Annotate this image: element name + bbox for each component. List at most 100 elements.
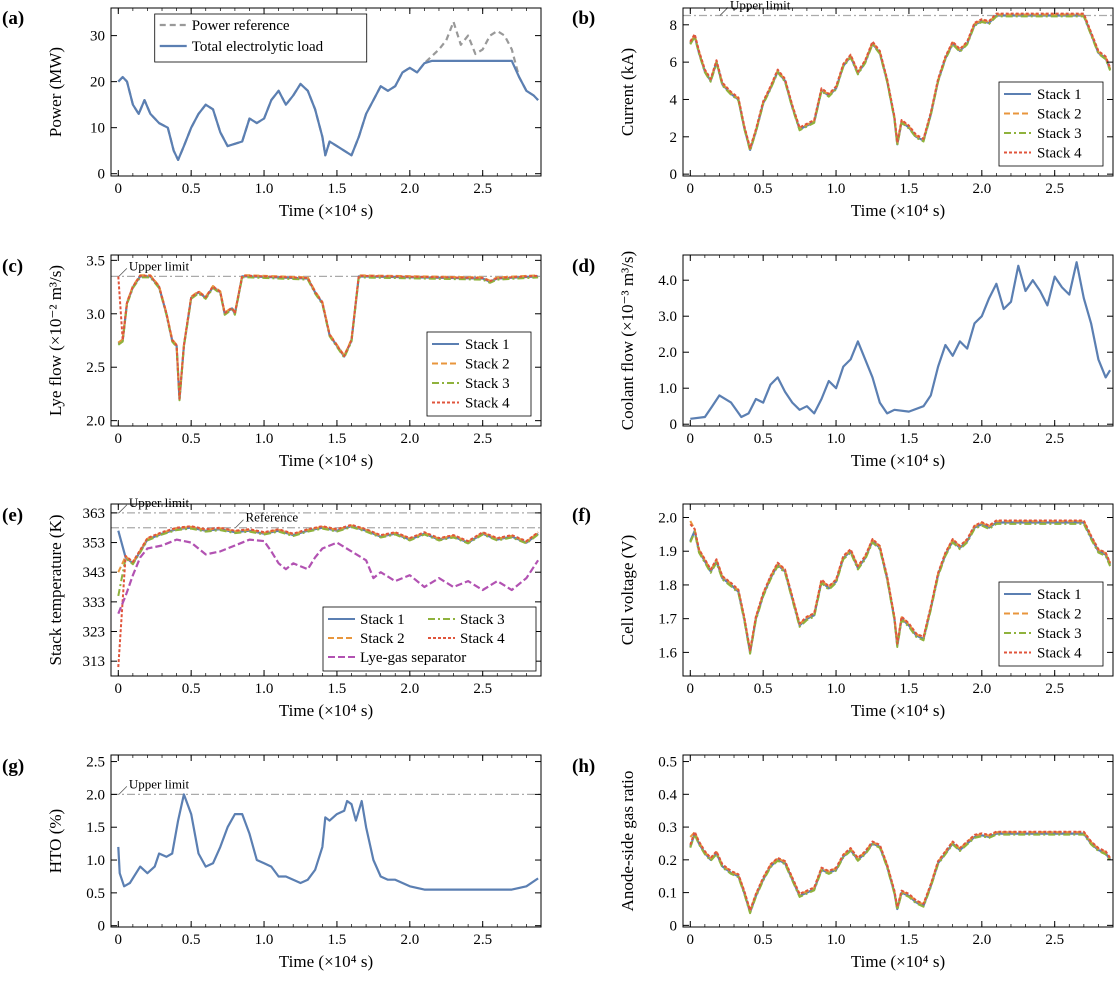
y-tick-label: 0 bbox=[670, 918, 678, 934]
y-tick-label: 2.5 bbox=[86, 360, 105, 376]
limit-label: Upper limit bbox=[129, 495, 190, 510]
y-axis-label: Cell voltage (V) bbox=[618, 535, 637, 645]
x-tick-label: 1.0 bbox=[827, 181, 846, 197]
legend-label: Stack 2 bbox=[360, 631, 405, 647]
series-line bbox=[689, 519, 1112, 652]
y-tick-label: 323 bbox=[83, 625, 106, 641]
legend-label: Stack 1 bbox=[1037, 87, 1082, 103]
x-tick-label: 0.5 bbox=[754, 681, 773, 697]
limit-leader bbox=[118, 268, 128, 277]
x-tick-label: 0.5 bbox=[754, 431, 773, 447]
x-tick-label: 0 bbox=[115, 431, 123, 447]
panel-label: (a) bbox=[2, 8, 24, 29]
y-tick-label: 1.6 bbox=[658, 645, 677, 661]
y-tick-label: 0.5 bbox=[658, 755, 677, 771]
y-tick-label: 1.0 bbox=[658, 381, 677, 397]
panel-c: (c) Upper limit 0 0.5 1.0 1.5 2.0 2.5 2.0 2.5 3.0 3… bbox=[2, 253, 542, 470]
y-tick-label: 2.5 bbox=[86, 755, 105, 771]
y-tick-label: 0 bbox=[670, 417, 678, 433]
panel-label: (f) bbox=[572, 505, 591, 526]
x-tick-label: 1.5 bbox=[900, 431, 919, 447]
y-tick-label: 2 bbox=[670, 130, 678, 146]
x-tick-label: 0.5 bbox=[182, 181, 201, 197]
legend-label: Stack 1 bbox=[360, 612, 405, 628]
x-tick-label: 2.5 bbox=[473, 431, 492, 447]
legend: Stack 1 Stack 2 Stack 3 Stack 4 Lye-gas sepa… bbox=[322, 606, 537, 672]
y-tick-label: 4 bbox=[670, 92, 678, 108]
limit-label: Reference bbox=[245, 510, 298, 525]
x-tick-label: 0 bbox=[687, 681, 695, 697]
y-tick-label: 20 bbox=[90, 75, 105, 91]
y-tick-label: 0 bbox=[98, 167, 106, 183]
series-line bbox=[689, 12, 1112, 149]
x-axis-label: Time (×10⁴ s) bbox=[279, 701, 373, 720]
panel-h: (h) 0 0.5 1.0 1.5 2.0 2.5 0 0.1 0.2 0.3 0.4 0.5 Time … bbox=[572, 754, 1114, 971]
y-tick-label: 1.0 bbox=[86, 853, 105, 869]
y-tick-label: 1.5 bbox=[86, 820, 105, 836]
y-tick-label: 6 bbox=[670, 55, 678, 71]
limit-label: Upper limit bbox=[730, 0, 791, 12]
x-tick-label: 1.5 bbox=[328, 181, 347, 197]
plot-frame bbox=[110, 7, 542, 177]
panel-label: (e) bbox=[2, 505, 23, 526]
y-tick-label: 2.0 bbox=[86, 414, 105, 430]
series-line bbox=[689, 15, 1112, 152]
legend-label: Stack 2 bbox=[1037, 607, 1082, 623]
x-tick-label: 0.5 bbox=[182, 681, 201, 697]
y-axis-label: Coolant flow (×10⁻³ m³/s) bbox=[618, 251, 637, 430]
panel-label: (h) bbox=[572, 756, 595, 777]
x-tick-label: 1.0 bbox=[255, 181, 274, 197]
y-tick-label: 2.0 bbox=[658, 345, 677, 361]
x-axis-label: Time (×10⁴ s) bbox=[279, 952, 373, 971]
panel-label: (g) bbox=[2, 756, 24, 777]
x-tick-label: 2.0 bbox=[972, 431, 991, 447]
x-tick-label: 2.0 bbox=[972, 681, 991, 697]
y-axis-label: Power (MW) bbox=[46, 47, 65, 137]
series-line bbox=[689, 522, 1112, 655]
plot-frame bbox=[682, 7, 1114, 177]
y-tick-label: 313 bbox=[83, 654, 106, 670]
limit-leader bbox=[118, 504, 128, 514]
y-tick-label: 0.1 bbox=[658, 886, 677, 902]
y-tick-label: 0 bbox=[98, 919, 106, 935]
legend-label: Stack 3 bbox=[460, 612, 505, 628]
limit-label: Upper limit bbox=[129, 258, 190, 273]
series-line bbox=[117, 59, 539, 161]
legend-label: Stack 3 bbox=[1037, 626, 1082, 642]
plot-frame bbox=[110, 254, 542, 427]
x-tick-label: 2.0 bbox=[400, 431, 419, 447]
y-tick-label: 1.7 bbox=[658, 612, 677, 628]
series-line bbox=[117, 526, 539, 597]
x-tick-label: 1.0 bbox=[827, 431, 846, 447]
plot-frame bbox=[682, 503, 1114, 677]
x-tick-label: 2.0 bbox=[400, 181, 419, 197]
y-tick-label: 2.0 bbox=[86, 787, 105, 803]
x-tick-label: 0.5 bbox=[754, 932, 773, 948]
y-tick-label: 3.0 bbox=[86, 307, 105, 323]
legend-label: Stack 3 bbox=[465, 376, 510, 392]
plot-frame bbox=[110, 503, 542, 677]
x-tick-label: 1.5 bbox=[900, 932, 919, 948]
x-tick-label: 1.5 bbox=[328, 681, 347, 697]
x-tick-label: 0.5 bbox=[182, 932, 201, 948]
panel-f: (f) 0 0.5 1.0 1.5 2.0 2.5 1.6 1.7 1.8 1.9 2.0 Time (… bbox=[572, 503, 1114, 720]
plot-frame bbox=[682, 754, 1114, 928]
x-tick-label: 2.5 bbox=[473, 181, 492, 197]
x-tick-label: 0 bbox=[687, 932, 695, 948]
series-line bbox=[117, 525, 539, 565]
y-tick-label: 0.2 bbox=[658, 853, 677, 869]
plot-frame bbox=[110, 754, 542, 928]
legend-box bbox=[154, 13, 368, 63]
y-axis-label: Current (kA) bbox=[618, 48, 637, 136]
legend: Stack 1 Stack 2 Stack 3 Stack 4 bbox=[998, 81, 1104, 167]
legend-label: Stack 1 bbox=[1037, 587, 1082, 603]
x-axis-label: Time (×10⁴ s) bbox=[851, 451, 945, 470]
y-axis-label: HTO (%) bbox=[46, 809, 65, 873]
series-line bbox=[689, 830, 1111, 912]
x-tick-label: 2.0 bbox=[972, 932, 991, 948]
x-tick-label: 1.0 bbox=[827, 932, 846, 948]
x-axis-label: Time (×10⁴ s) bbox=[851, 701, 945, 720]
x-tick-label: 0 bbox=[115, 181, 123, 197]
x-axis-label: Time (×10⁴ s) bbox=[851, 201, 945, 220]
y-tick-label: 0.5 bbox=[86, 886, 105, 902]
